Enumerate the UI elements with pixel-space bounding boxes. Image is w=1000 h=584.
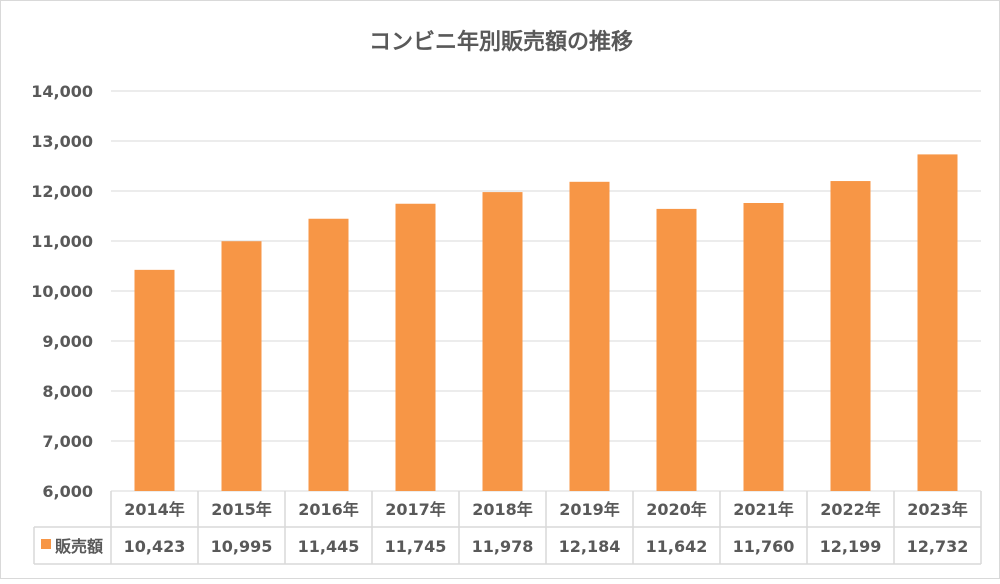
x-category-label: 2016年 <box>298 500 359 519</box>
chart-title: コンビニ年別販売額の推移 <box>369 29 633 55</box>
bar <box>395 203 436 491</box>
y-tick-label: 12,000 <box>31 182 93 201</box>
data-label: 10,995 <box>211 537 273 556</box>
bar <box>134 269 175 491</box>
x-category-label: 2023年 <box>907 500 968 519</box>
bar <box>569 181 610 492</box>
bar <box>656 208 697 491</box>
bar <box>830 181 871 492</box>
data-label: 11,445 <box>298 537 360 556</box>
x-category-label: 2021年 <box>733 500 794 519</box>
data-label: 12,184 <box>559 537 621 556</box>
legend-swatch <box>41 539 51 549</box>
x-category-label: 2017年 <box>385 500 446 519</box>
y-tick-label: 11,000 <box>31 232 93 251</box>
x-category-label: 2015年 <box>211 500 272 519</box>
data-label: 11,745 <box>385 537 447 556</box>
y-tick-label: 14,000 <box>31 82 93 101</box>
data-label: 12,732 <box>907 537 969 556</box>
data-label: 11,760 <box>733 537 795 556</box>
data-label: 12,199 <box>820 537 882 556</box>
bar <box>482 192 523 491</box>
y-tick-label: 7,000 <box>42 432 93 451</box>
bar <box>743 203 784 491</box>
x-category-label: 2019年 <box>559 500 620 519</box>
x-category-label: 2014年 <box>124 500 185 519</box>
data-label: 10,423 <box>124 537 186 556</box>
y-tick-label: 6,000 <box>42 482 93 501</box>
bar <box>917 154 958 491</box>
y-tick-label: 9,000 <box>42 332 93 351</box>
data-label: 11,642 <box>646 537 708 556</box>
bar <box>308 218 349 491</box>
y-tick-label: 13,000 <box>31 132 93 151</box>
x-category-label: 2022年 <box>820 500 881 519</box>
bar <box>221 241 262 491</box>
y-tick-label: 10,000 <box>31 282 93 301</box>
data-label: 11,978 <box>472 537 534 556</box>
y-tick-label: 8,000 <box>42 382 93 401</box>
legend-label: 販売額 <box>55 537 103 556</box>
x-category-label: 2018年 <box>472 500 533 519</box>
x-category-label: 2020年 <box>646 500 707 519</box>
